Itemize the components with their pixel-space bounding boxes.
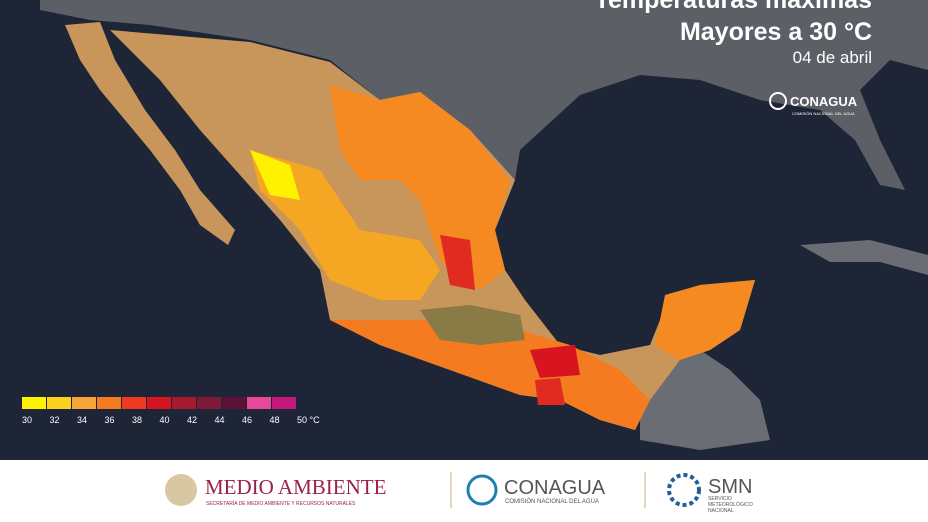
legend-tick-label: 38 bbox=[132, 415, 142, 425]
legend-swatch bbox=[172, 397, 196, 409]
legend-tick-label: 50 °C bbox=[297, 415, 320, 425]
legend-swatch bbox=[122, 397, 146, 409]
cuba bbox=[800, 240, 928, 275]
conagua-name: CONAGUA bbox=[504, 477, 606, 499]
legend-tick-label: 42 bbox=[187, 415, 197, 425]
smn-emblem bbox=[667, 473, 701, 507]
legend-swatch bbox=[272, 397, 296, 409]
legend-tick-label: 34 bbox=[77, 415, 87, 425]
legend-tick-label: 30 bbox=[22, 415, 32, 425]
heat-zone-yellow bbox=[250, 150, 300, 200]
legend-swatch bbox=[222, 397, 246, 409]
map-subtitle: Mayores a 30 °C bbox=[680, 18, 872, 46]
legend-tick-label: 44 bbox=[215, 415, 225, 425]
central-america bbox=[640, 350, 770, 450]
heat-zone-northeast bbox=[330, 85, 510, 290]
legend-swatch bbox=[247, 397, 271, 409]
legend-tick-label: 48 bbox=[270, 415, 280, 425]
legend-swatch bbox=[22, 397, 46, 409]
legend-tick-label: 36 bbox=[105, 415, 115, 425]
conagua-logo-sub: COMISIÓN NACIONAL DEL AGUA bbox=[792, 111, 855, 116]
semarnat-name: MEDIO AMBIENTE bbox=[205, 475, 386, 499]
semarnat-sub: SECRETARÍA DE MEDIO AMBIENTE Y RECURSOS … bbox=[206, 500, 356, 507]
baja-california bbox=[65, 22, 235, 245]
heat-zone-red-3 bbox=[535, 378, 565, 405]
heat-zone-red-2 bbox=[530, 345, 580, 378]
legend-tick-label: 46 bbox=[242, 415, 252, 425]
legend-swatch bbox=[197, 397, 221, 409]
legend-swatch bbox=[97, 397, 121, 409]
conagua-logo-icon bbox=[769, 92, 787, 110]
heat-zone-red-1 bbox=[440, 235, 475, 290]
smn-sub: SERVICIO METEOROLÓGICO NACIONAL bbox=[708, 496, 753, 514]
legend-swatch bbox=[147, 397, 171, 409]
map-title: Temperaturas máximas bbox=[595, 0, 872, 14]
footer bbox=[0, 460, 928, 522]
smn-sub-box: SERVICIO METEOROLÓGICO NACIONAL bbox=[708, 496, 753, 514]
conagua-logo: CONAGUA bbox=[790, 94, 858, 109]
legend-tick-label: 32 bbox=[50, 415, 60, 425]
usa-land bbox=[40, 0, 928, 190]
legend-tick-label: 40 bbox=[160, 415, 170, 425]
legend: 30 32 34 36 38 40 42 44 46 48 50 °C bbox=[22, 397, 320, 425]
legend-swatch bbox=[72, 397, 96, 409]
heat-zone-yucatan bbox=[655, 280, 755, 360]
map-date: 04 de abril bbox=[793, 48, 872, 67]
conagua-emblem bbox=[466, 474, 498, 506]
heat-zone-west bbox=[250, 150, 440, 300]
semarnat-emblem bbox=[165, 474, 197, 506]
cool-zone-center bbox=[420, 305, 525, 345]
smn-name: SMN bbox=[708, 476, 752, 498]
conagua-sub: COMISIÓN NACIONAL DEL AGUA bbox=[505, 498, 599, 505]
legend-swatch bbox=[47, 397, 71, 409]
